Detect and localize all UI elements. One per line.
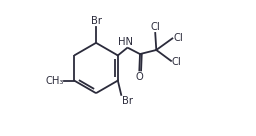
Text: Br: Br	[91, 16, 102, 26]
Text: Cl: Cl	[173, 33, 183, 43]
Text: O: O	[136, 72, 144, 82]
Text: Br: Br	[122, 96, 133, 106]
Text: Cl: Cl	[150, 22, 160, 32]
Text: HN: HN	[119, 37, 133, 47]
Text: CH₃: CH₃	[45, 76, 64, 86]
Text: Cl: Cl	[172, 57, 182, 67]
